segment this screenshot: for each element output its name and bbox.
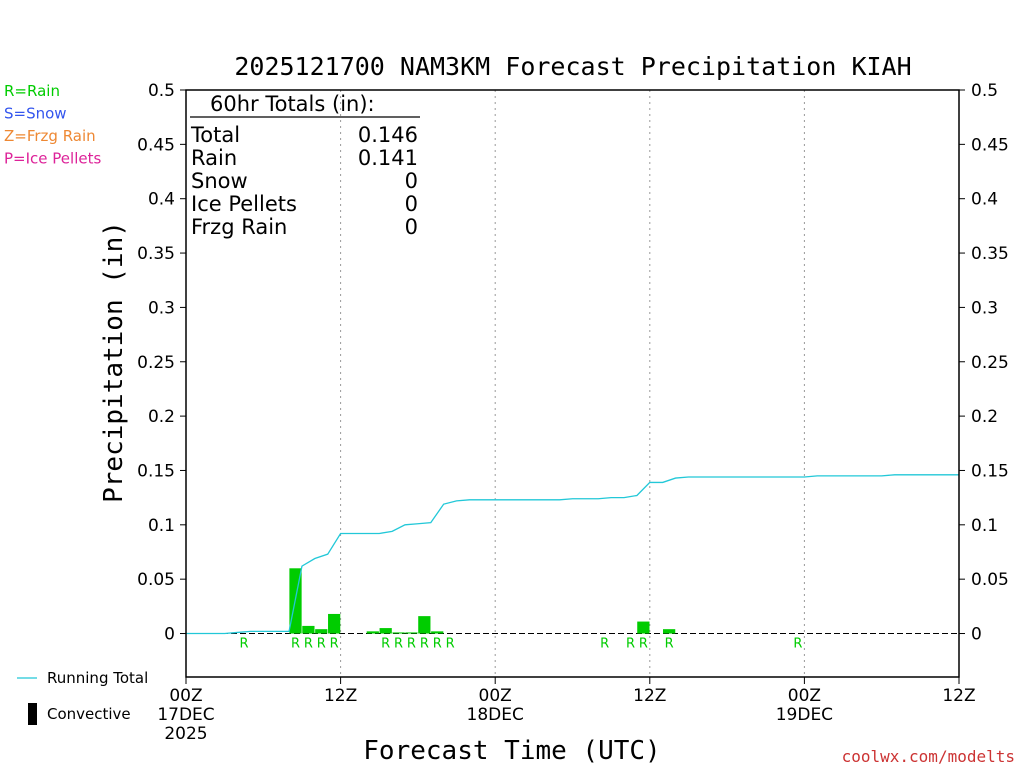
- type-legend-item: S=Snow: [4, 105, 67, 123]
- precip-type-marker: R: [446, 637, 455, 652]
- y-tick-label-right: 0.45: [971, 135, 1009, 155]
- precip-bars: [289, 568, 676, 634]
- x-tick-date: 18DEC: [467, 705, 524, 725]
- y-tick-label-left: 0: [164, 625, 175, 645]
- type-legend-item: P=Ice Pellets: [4, 150, 101, 168]
- credit-text: coolwx.com/modelts: [842, 747, 1015, 766]
- y-tick-label-left: 0.15: [137, 461, 175, 481]
- precip-type-marker: R: [304, 637, 313, 652]
- y-tick-label-right: 0: [971, 625, 982, 645]
- precip-bar: [637, 621, 650, 634]
- totals-row-value: 0.141: [358, 146, 418, 170]
- series-legend-label: Convective: [47, 705, 131, 723]
- y-tick-label-right: 0.15: [971, 461, 1009, 481]
- precip-type-marker: R: [394, 637, 403, 652]
- plot-frame: [185, 89, 960, 678]
- y-tick-label-left: 0.4: [148, 190, 175, 210]
- precip-bar: [392, 632, 405, 634]
- precip-type-marker: R: [793, 637, 802, 652]
- grid-lines: [340, 90, 805, 677]
- precip-bar: [663, 629, 676, 634]
- totals-row-label: Frzg Rain: [191, 215, 287, 239]
- precip-type-marker: R: [420, 637, 429, 652]
- precip-bar: [328, 613, 341, 634]
- y-tick-label-left: 0.45: [137, 135, 175, 155]
- precip-bar: [302, 625, 315, 634]
- series-legend: Running Total Convective: [17, 669, 148, 725]
- running-total-line: [186, 474, 959, 635]
- chart-title: 2025121700 NAM3KM Forecast Precipitation…: [234, 52, 911, 81]
- totals-row-label: Total: [190, 123, 240, 147]
- totals-row-value: 0.146: [358, 123, 418, 147]
- totals-row-value: 0: [405, 215, 418, 239]
- precip-type-marker: R: [600, 637, 609, 652]
- totals-heading: 60hr Totals (in):: [210, 92, 375, 116]
- precip-type-marker: R: [330, 637, 339, 652]
- totals-row-value: 0: [405, 192, 418, 216]
- precip-type-marker: R: [407, 637, 416, 652]
- y-tick-label-right: 0.25: [971, 353, 1009, 373]
- x-tick-date: 17DEC: [157, 705, 214, 725]
- y-tick-label-right: 0.35: [971, 244, 1009, 264]
- precip-type-marker: R: [291, 637, 300, 652]
- y-tick-label-left: 0.35: [137, 244, 175, 264]
- y-axis-ticks: 0.5 0.5 0.45 0.45 0.4 0.4 0.35 0.35 0.3 0.3 0.25 0.…: [137, 81, 1009, 645]
- precip-bar: [366, 631, 379, 634]
- y-tick-label-left: 0.1: [148, 516, 175, 536]
- x-tick-label: 12Z: [633, 686, 666, 706]
- precip-type-marker: R: [433, 637, 442, 652]
- precip-type-marker: R: [317, 637, 326, 652]
- x-tick-label: 00Z: [169, 686, 202, 706]
- x-tick-label: 00Z: [788, 686, 821, 706]
- y-tick-label-right: 0.1: [971, 516, 998, 536]
- y-axis-label: Precipitation (in): [99, 221, 129, 503]
- x-tick-label: 00Z: [479, 686, 512, 706]
- x-tick-label: 12Z: [324, 686, 357, 706]
- x-tick-year: 2025: [164, 724, 207, 744]
- y-tick-label-left: 0.3: [148, 298, 175, 318]
- precip-type-marker: R: [381, 637, 390, 652]
- precip-type-marker: R: [239, 637, 248, 652]
- y-tick-label-left: 0.2: [148, 407, 175, 427]
- precip-type-marker: R: [626, 637, 635, 652]
- y-tick-label-left: 0.25: [137, 353, 175, 373]
- totals-row-label: Rain: [191, 146, 237, 170]
- x-tick-label: 12Z: [942, 686, 975, 706]
- y-tick-label-right: 0.2: [971, 407, 998, 427]
- totals-row-label: Ice Pellets: [191, 192, 297, 216]
- type-legend-item: R=Rain: [4, 82, 60, 100]
- type-legend-item: Z=Frzg Rain: [4, 127, 96, 145]
- totals-row-label: Snow: [191, 169, 248, 193]
- precip-type-marker: R: [665, 637, 674, 652]
- y-tick-label-right: 0.4: [971, 190, 998, 210]
- x-axis-label: Forecast Time (UTC): [363, 736, 660, 766]
- y-tick-label-right: 0.3: [971, 298, 998, 318]
- series-legend-label: Running Total: [47, 669, 148, 687]
- totals-box: 60hr Totals (in): Total 0.146 Rain 0.141 Sno…: [190, 92, 420, 239]
- precip-type-marker: R: [639, 637, 648, 652]
- precip-bar: [418, 616, 431, 634]
- precip-bar: [431, 631, 444, 634]
- precip-type-legend: R=Rain S=Snow Z=Frzg Rain P=Ice Pellets: [4, 82, 101, 168]
- y-tick-label-left: 0.5: [148, 81, 175, 101]
- precip-bar: [379, 628, 392, 634]
- y-tick-label-right: 0.05: [971, 570, 1009, 590]
- precip-bar: [405, 632, 418, 634]
- y-tick-label-right: 0.5: [971, 81, 998, 101]
- precip-bar: [315, 629, 328, 634]
- y-tick-label-left: 0.05: [137, 570, 175, 590]
- totals-row-value: 0: [405, 169, 418, 193]
- convective-legend-swatch: [28, 703, 37, 725]
- x-tick-date: 19DEC: [776, 705, 833, 725]
